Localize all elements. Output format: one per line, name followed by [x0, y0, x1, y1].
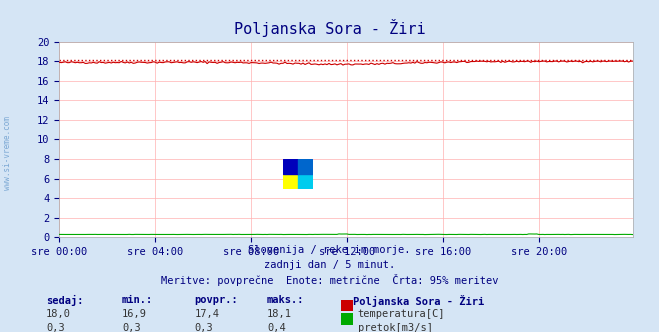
Polygon shape [283, 159, 298, 174]
Text: 18,1: 18,1 [267, 309, 292, 319]
Text: 0,4: 0,4 [267, 323, 285, 332]
Text: sedaj:: sedaj: [46, 295, 84, 306]
Text: temperatura[C]: temperatura[C] [358, 309, 445, 319]
Text: 17,4: 17,4 [194, 309, 219, 319]
Polygon shape [298, 174, 313, 189]
Text: 18,0: 18,0 [46, 309, 71, 319]
Text: Poljanska Sora - Žiri: Poljanska Sora - Žiri [353, 295, 484, 307]
Text: Poljanska Sora - Žiri: Poljanska Sora - Žiri [234, 19, 425, 37]
Text: pretok[m3/s]: pretok[m3/s] [358, 323, 433, 332]
Text: zadnji dan / 5 minut.: zadnji dan / 5 minut. [264, 260, 395, 270]
Text: 0,3: 0,3 [122, 323, 140, 332]
Polygon shape [298, 159, 313, 174]
Polygon shape [283, 174, 298, 189]
Text: maks.:: maks.: [267, 295, 304, 305]
Text: Meritve: povprečne  Enote: metrične  Črta: 95% meritev: Meritve: povprečne Enote: metrične Črta:… [161, 274, 498, 286]
Text: Slovenija / reke in morje.: Slovenija / reke in morje. [248, 245, 411, 255]
Text: 0,3: 0,3 [46, 323, 65, 332]
Text: min.:: min.: [122, 295, 153, 305]
Text: www.si-vreme.com: www.si-vreme.com [3, 116, 13, 190]
Text: 16,9: 16,9 [122, 309, 147, 319]
Text: 0,3: 0,3 [194, 323, 213, 332]
Text: povpr.:: povpr.: [194, 295, 238, 305]
